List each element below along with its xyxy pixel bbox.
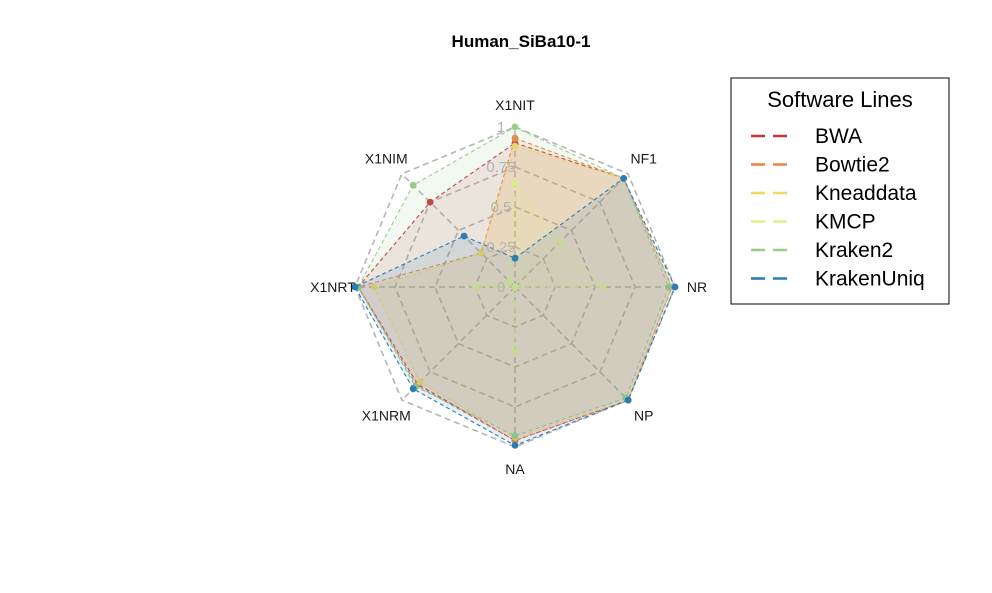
legend-label: Kraken2	[815, 239, 893, 262]
data-point	[671, 283, 679, 291]
legend-item: Bowtie2	[751, 154, 890, 177]
data-point	[620, 174, 628, 182]
axis-label: NR	[687, 279, 707, 295]
ring-label: 0.75	[486, 159, 515, 176]
data-point	[426, 198, 434, 206]
data-point	[471, 283, 479, 291]
grid-spoke	[514, 173, 629, 288]
legend-item: KrakenUniq	[751, 268, 925, 291]
axis-label: X1NRT	[310, 279, 356, 295]
grid-spoke	[514, 286, 629, 401]
axis-label: NF1	[630, 150, 657, 166]
data-point	[460, 232, 468, 240]
data-point	[416, 378, 424, 386]
axis-label: X1NIT	[495, 97, 535, 113]
series-area	[474, 181, 605, 351]
legend-item: BWA	[751, 125, 862, 148]
axis-labels: X1NIT NF1 NR NP NA X1NRM X1NRT X1NIM	[310, 97, 707, 477]
data-point	[511, 134, 519, 142]
ring-label: 0.5	[491, 199, 512, 216]
data-point	[477, 249, 485, 257]
series-krakenuniq	[351, 174, 679, 449]
data-point	[351, 283, 359, 291]
data-point	[511, 442, 519, 449]
axis-label: NA	[505, 461, 525, 477]
data-point	[556, 238, 564, 246]
axis-label: NP	[634, 408, 653, 424]
data-point	[624, 396, 632, 404]
data-point	[409, 385, 417, 393]
data-point	[665, 283, 672, 291]
legend-label: KMCP	[815, 211, 876, 234]
grid-spoke	[401, 173, 516, 288]
legend-title: Software Lines	[767, 87, 913, 112]
ring-label: 0	[497, 279, 505, 296]
series-area	[357, 126, 670, 437]
data-point	[511, 179, 519, 187]
series-area	[357, 142, 673, 442]
axis-label: X1NIM	[365, 150, 408, 166]
legend-item: Kraken2	[751, 239, 893, 262]
data-point	[505, 277, 513, 285]
data-point	[511, 283, 519, 291]
series-kmcp	[471, 179, 607, 355]
legend-box	[730, 77, 950, 305]
data-point	[599, 283, 607, 291]
ring-label: 0.25	[486, 239, 515, 256]
axis-label: X1NRM	[362, 408, 411, 424]
data-point	[511, 123, 519, 131]
radar-series	[351, 123, 679, 449]
chart-title: Human_SiBa10-1	[452, 32, 591, 51]
data-point	[511, 142, 519, 150]
grid-ring	[354, 126, 676, 448]
ring-labels: 0 0.25 0.5 0.75 1	[486, 119, 515, 296]
grid-ring	[394, 166, 636, 408]
legend-label: BWA	[815, 125, 862, 148]
legend-items: BWA Bowtie2 Kneaddata KMCP Kraken2 KrakenUniq	[751, 125, 925, 291]
legend: Software Lines BWA Bowtie2 Kneaddata KMCP Kr…	[730, 77, 950, 305]
data-point	[409, 181, 417, 189]
legend-label: KrakenUniq	[815, 268, 925, 291]
legend-item: Kneaddata	[751, 182, 917, 205]
data-point	[511, 347, 519, 355]
data-point	[370, 283, 378, 291]
legend-label: Bowtie2	[815, 154, 890, 177]
legend-label: Kneaddata	[815, 182, 917, 205]
ring-label: 1	[497, 119, 505, 136]
legend-item: KMCP	[751, 211, 876, 234]
data-point	[511, 254, 519, 262]
data-point	[511, 432, 519, 440]
